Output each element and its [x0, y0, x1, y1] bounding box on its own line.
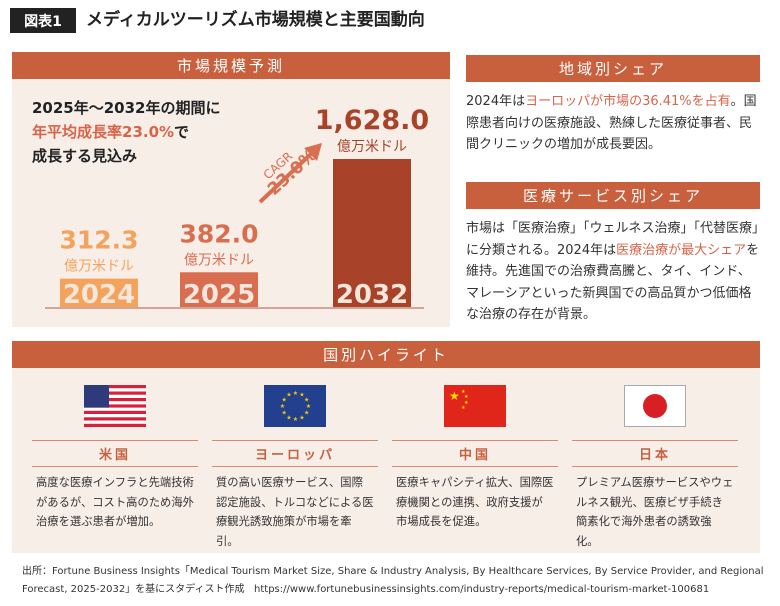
bar-category-label: 2032 — [336, 280, 408, 310]
region-text-post: 。国際患者向けの医療施設、熟練した医療従事者、民間クリニックの増加が成長要因。 — [466, 94, 757, 152]
eu-star: ★ — [286, 414, 291, 421]
eu-star: ★ — [286, 392, 291, 399]
country-name: ヨーロッパ — [212, 440, 378, 467]
svg-text:★: ★ — [464, 400, 469, 406]
intro-line-1: 2025年〜2032年の期間に — [32, 99, 221, 117]
svg-text:★: ★ — [461, 389, 466, 395]
svg-text:★: ★ — [449, 389, 460, 403]
country-highlights-heading: 国別ハイライト — [12, 341, 760, 368]
eu-star: ★ — [299, 392, 304, 399]
svg-text:★: ★ — [461, 405, 466, 411]
eu-star: ★ — [304, 410, 309, 417]
china-flag-icon: ★ ★ ★ ★ ★ — [444, 385, 506, 427]
country-card-us: 米国 高度な医療インフラと先端技術があるが、コスト高のため海外治療を選ぶ患者が増… — [32, 385, 198, 532]
bar-unit-label: 億万米ドル — [64, 259, 134, 275]
country-description: 高度な医療インフラと先端技術があるが、コスト高のため海外治療を選ぶ患者が増加。 — [36, 476, 194, 528]
bar-value-label: 312.3 — [59, 226, 138, 255]
country-card-japan: 日本 プレミアム医療サービスやウェルネス観光、医療ビザ手続き簡素化で海外患者の誘… — [572, 385, 738, 551]
service-share-text: 市場は「医療治療」「ウェルネス治療」「代替医療」に分類される。2024年は医療治… — [466, 218, 762, 326]
service-text-post: を維持。先進国での治療費高騰と、タイ、インド、マレーシアといった新興国での高品質… — [466, 242, 760, 323]
market-bar-chart: 2024 312.3 億万米ドル 2025 382.0 億万米ドル 2032 1,628.0 億… — [45, 105, 429, 310]
market-forecast-heading: 市場規模予測 — [12, 52, 450, 79]
us-flag-icon — [84, 385, 146, 427]
japan-flag-icon — [624, 385, 686, 427]
region-share-heading: 地域別シェア — [466, 55, 760, 82]
cagr-arrow-icon — [304, 143, 322, 161]
bar-value-label: 382.0 — [179, 219, 258, 248]
bar-value-label: 1,628.0 — [315, 105, 429, 136]
country-card-europe: ★ ★ ★ ★ ★ ★ ★ ★ ★ ★ ★ ★ ヨーロッパ 質の高い医療サービス、国際認定施設、トルコ… — [212, 385, 378, 551]
eu-star: ★ — [282, 397, 287, 404]
intro-line-3: 成長する見込み — [32, 147, 138, 165]
eu-star: ★ — [293, 390, 298, 397]
country-name: 日本 — [572, 440, 738, 467]
country-description: プレミアム医療サービスやウェルネス観光、医療ビザ手続き簡素化で海外患者の誘致強化… — [576, 476, 734, 548]
region-text-highlight: ヨーロッパが市場の36.41%を占有 — [525, 94, 731, 109]
cagr-arrow-shaft — [258, 151, 314, 204]
eu-star: ★ — [306, 403, 311, 410]
service-text-pre: 市場は「医療治療」「ウェルネス治療」「代替医療」に分類される。2024年は — [466, 221, 759, 258]
country-description: 質の高い医療サービス、国際認定施設、トルコなどによる医療観光誘致施策が市場を牽引… — [216, 476, 374, 548]
region-share-text: 2024年はヨーロッパが市場の36.41%を占有。国際患者向けの医療施設、熟練し… — [466, 91, 762, 156]
intro-cagr-highlight: 年平均成長率23.0% — [32, 123, 175, 141]
eu-star: ★ — [299, 414, 304, 421]
source-footer: 出所：Fortune Business Insights「Medical Tou… — [22, 563, 767, 598]
eu-star: ★ — [304, 397, 309, 404]
bar-unit-label: 億万米ドル — [337, 139, 407, 155]
intro-line-2: 年平均成長率23.0%で — [32, 120, 221, 144]
country-highlights-panel: 国別ハイライト — [12, 341, 760, 553]
eu-flag-icon: ★ ★★★★★★★★★★★ — [264, 385, 326, 427]
country-description: 医療キャパシティ拡大、国際医療機関との連携、政府支援が市場成長を促進。 — [396, 476, 554, 528]
country-name: 中国 — [392, 440, 558, 467]
figure-title: メディカルツーリズム市場規模と主要国動向 — [86, 10, 425, 30]
region-text-pre: 2024年は — [466, 94, 526, 109]
source-url[interactable]: https://www.fortunebusinessinsights.com/… — [254, 583, 710, 595]
svg-text:★: ★ — [464, 394, 469, 400]
source-citation: 出所：Fortune Business Insights「Medical Tou… — [22, 566, 764, 595]
bar-category-label: 2025 — [183, 280, 255, 310]
service-share-heading: 医療サービス別シェア — [466, 182, 760, 209]
bar-2025 — [180, 272, 258, 307]
market-intro: 2025年〜2032年の期間に 年平均成長率23.0%で 成長する見込み — [32, 96, 221, 168]
eu-star: ★ — [293, 416, 298, 423]
bar-2024 — [60, 278, 138, 307]
service-text-highlight: 医療治療が最大シェア — [616, 242, 747, 258]
bar-2032 — [333, 159, 411, 307]
figure-label: 図表1 — [10, 8, 76, 33]
bar-unit-label: 億万米ドル — [184, 252, 254, 268]
eu-star: ★ — [282, 410, 287, 417]
intro-line-2-rest: で — [174, 123, 190, 141]
eu-star: ★ — [280, 403, 285, 410]
country-card-china: ★ ★ ★ ★ ★ 中国 医療キャパシティ拡大、国際医療機関との連携、政府支援が… — [392, 385, 558, 532]
bar-category-label: 2024 — [63, 280, 135, 310]
country-name: 米国 — [32, 440, 198, 467]
